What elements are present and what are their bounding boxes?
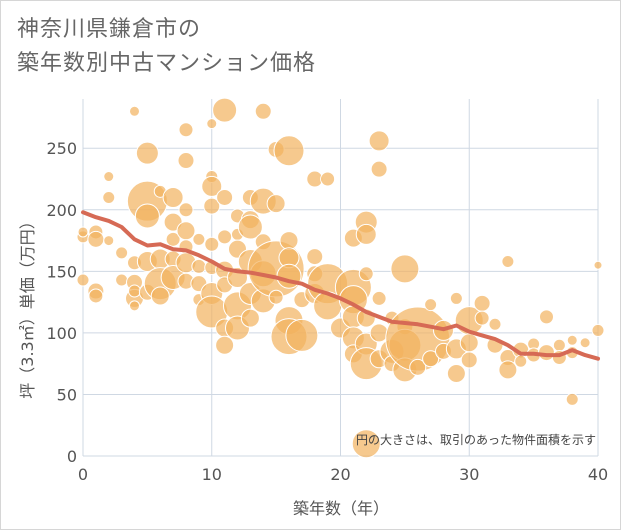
bubble-point-151: [591, 323, 605, 337]
y-tick-label-100: 100: [46, 324, 77, 343]
bubble-point-53: [217, 229, 233, 245]
bubble-point-1: [77, 226, 89, 238]
bubble-point-17: [129, 105, 140, 117]
bubble-point-108: [370, 160, 388, 178]
bubble-point-132: [473, 294, 491, 312]
bubble-point-147: [566, 334, 578, 346]
bubble-point-29: [165, 231, 181, 247]
bubble-point-10: [115, 246, 129, 260]
y-tick-label-150: 150: [46, 262, 77, 281]
bubble-point-27: [162, 186, 184, 208]
chart-title-line-2: 築年数別中古マンション価格: [17, 51, 317, 76]
bubble-point-149: [565, 392, 579, 406]
bubble-point-136: [501, 254, 515, 268]
x-tick-label-30: 30: [459, 465, 479, 484]
bubble-point-103: [358, 266, 374, 282]
bubble-point-44: [201, 175, 223, 197]
bubble-point-121: [409, 358, 427, 376]
bubble-point-150: [579, 337, 591, 349]
bubble-point-8: [103, 171, 115, 183]
bubble-point-133: [474, 310, 490, 326]
bubble-point-6: [88, 288, 104, 304]
bubble-point-4: [87, 230, 105, 248]
y-tick-label-250: 250: [46, 139, 77, 158]
bubble-point-140: [514, 354, 528, 368]
y-tick-label-200: 200: [46, 201, 77, 220]
bubble-point-79: [273, 135, 305, 167]
x-tick-label-20: 20: [330, 465, 350, 484]
bubble-point-50: [206, 118, 218, 130]
bubble-point-116: [390, 254, 420, 284]
bubble-point-134: [488, 317, 502, 331]
bubble-point-2: [76, 273, 90, 287]
chart-title: 神奈川県鎌倉市の 築年数別中古マンション価格: [17, 13, 316, 81]
bubble-point-130: [459, 333, 479, 353]
bubble-point-66: [237, 214, 263, 240]
bubble-point-128: [446, 364, 466, 384]
bubble-point-52: [216, 188, 234, 206]
bubble-point-69: [240, 308, 260, 328]
bubble-point-126: [449, 291, 463, 305]
bubble-point-51: [212, 97, 238, 123]
bubble-point-34: [178, 202, 194, 218]
bubble-point-26: [150, 286, 170, 306]
bubble-point-91: [320, 171, 336, 187]
chart-title-line-1: 神奈川県鎌倉市の: [17, 17, 202, 42]
y-tick-label-50: 50: [57, 385, 77, 404]
y-axis-label: 坪（3.3㎡）単価（万円）: [18, 213, 37, 398]
x-tick-label-0: 0: [78, 465, 88, 484]
bubble-point-138: [498, 360, 518, 380]
y-tick-label-0: 0: [67, 447, 77, 466]
bubble-point-11: [115, 273, 129, 287]
bubble-point-107: [351, 429, 381, 459]
bubble-point-32: [178, 122, 194, 138]
bubble-point-76: [266, 194, 286, 214]
bubble-point-15: [128, 284, 141, 298]
bubble-point-20: [134, 203, 160, 229]
bubble-point-70: [254, 102, 272, 120]
bubble-point-40: [191, 258, 207, 274]
tick-labels: 0 10 20 30 40 0 50 100 150 200 250: [46, 139, 608, 484]
x-tick-label-10: 10: [202, 465, 222, 484]
bubble-point-45: [203, 197, 221, 215]
bubble-point-88: [306, 248, 324, 266]
bubble-point-80: [279, 231, 299, 251]
bubble-point-57: [215, 335, 235, 355]
bubble-point-143: [539, 309, 554, 325]
trend-layer: [81, 210, 600, 361]
bubble-point-123: [422, 350, 440, 368]
bubble-point-46: [204, 236, 220, 252]
bubble-point-145: [552, 338, 566, 352]
bubble-point-109: [368, 130, 390, 152]
bubble-point-39: [192, 232, 206, 246]
bubble-point-9: [103, 235, 115, 247]
bubble-point-19: [135, 141, 159, 165]
bubble-point-78: [268, 289, 284, 305]
size-note: 円の大きさは、取引のあった物件面積を示す: [356, 432, 596, 447]
x-tick-label-40: 40: [588, 465, 608, 484]
trend-line: [81, 210, 600, 361]
bubble-point-35: [176, 221, 196, 241]
bubble-point-122: [424, 298, 438, 312]
bubble-point-86: [285, 318, 319, 352]
x-axis-label: 築年数（年）: [293, 499, 389, 518]
bubble-point-33: [177, 152, 195, 170]
bubble-point-152: [593, 260, 603, 270]
bubble-point-16: [129, 300, 140, 312]
bubble-point-102: [355, 223, 377, 245]
bubble-point-7: [102, 190, 116, 204]
bubble-point-110: [371, 290, 387, 306]
bubble-point-131: [460, 351, 478, 369]
